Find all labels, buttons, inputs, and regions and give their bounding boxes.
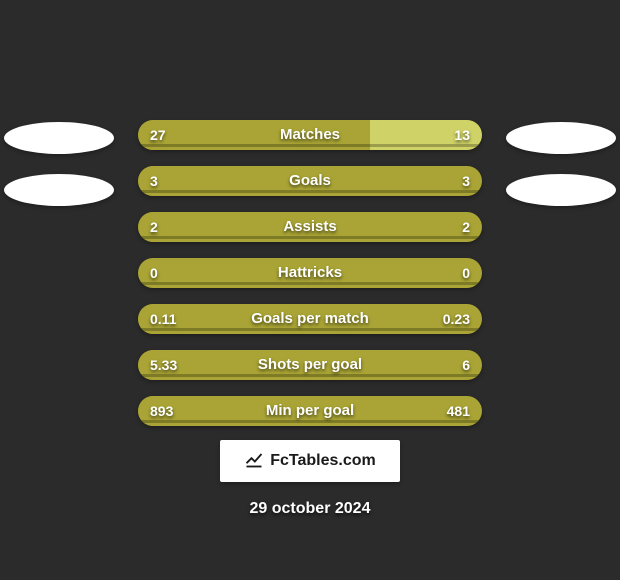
metric-label: Shots per goal [138,350,482,380]
playerA-oval-2 [4,174,114,206]
metric-row: 5.336Shots per goal [138,350,482,380]
fctables-logo[interactable]: FcTables.com [220,440,400,482]
metric-label: Matches [138,120,482,150]
metric-row: 33Goals [138,166,482,196]
metric-label: Goals per match [138,304,482,334]
comparison-arena: 2713Matches 33Goals 22Assists 00Hattricks 0.… [0,108,620,448]
metric-row: 2713Matches [138,120,482,150]
logo-text: FcTables.com [270,452,376,470]
date-label: 29 october 2024 [0,500,620,518]
metric-label: Assists [138,212,482,242]
metric-row: 22Assists [138,212,482,242]
metric-row: 00Hattricks [138,258,482,288]
playerB-badges [500,108,620,226]
metric-bars: 2713Matches 33Goals 22Assists 00Hattricks 0.… [138,120,482,442]
playerB-oval-1 [506,122,616,154]
metric-row: 893481Min per goal [138,396,482,426]
playerA-badges [0,108,120,226]
chart-icon [244,449,264,474]
metric-label: Min per goal [138,396,482,426]
metric-row: 0.110.23Goals per match [138,304,482,334]
playerA-oval-1 [4,122,114,154]
playerB-oval-2 [506,174,616,206]
metric-label: Goals [138,166,482,196]
metric-label: Hattricks [138,258,482,288]
